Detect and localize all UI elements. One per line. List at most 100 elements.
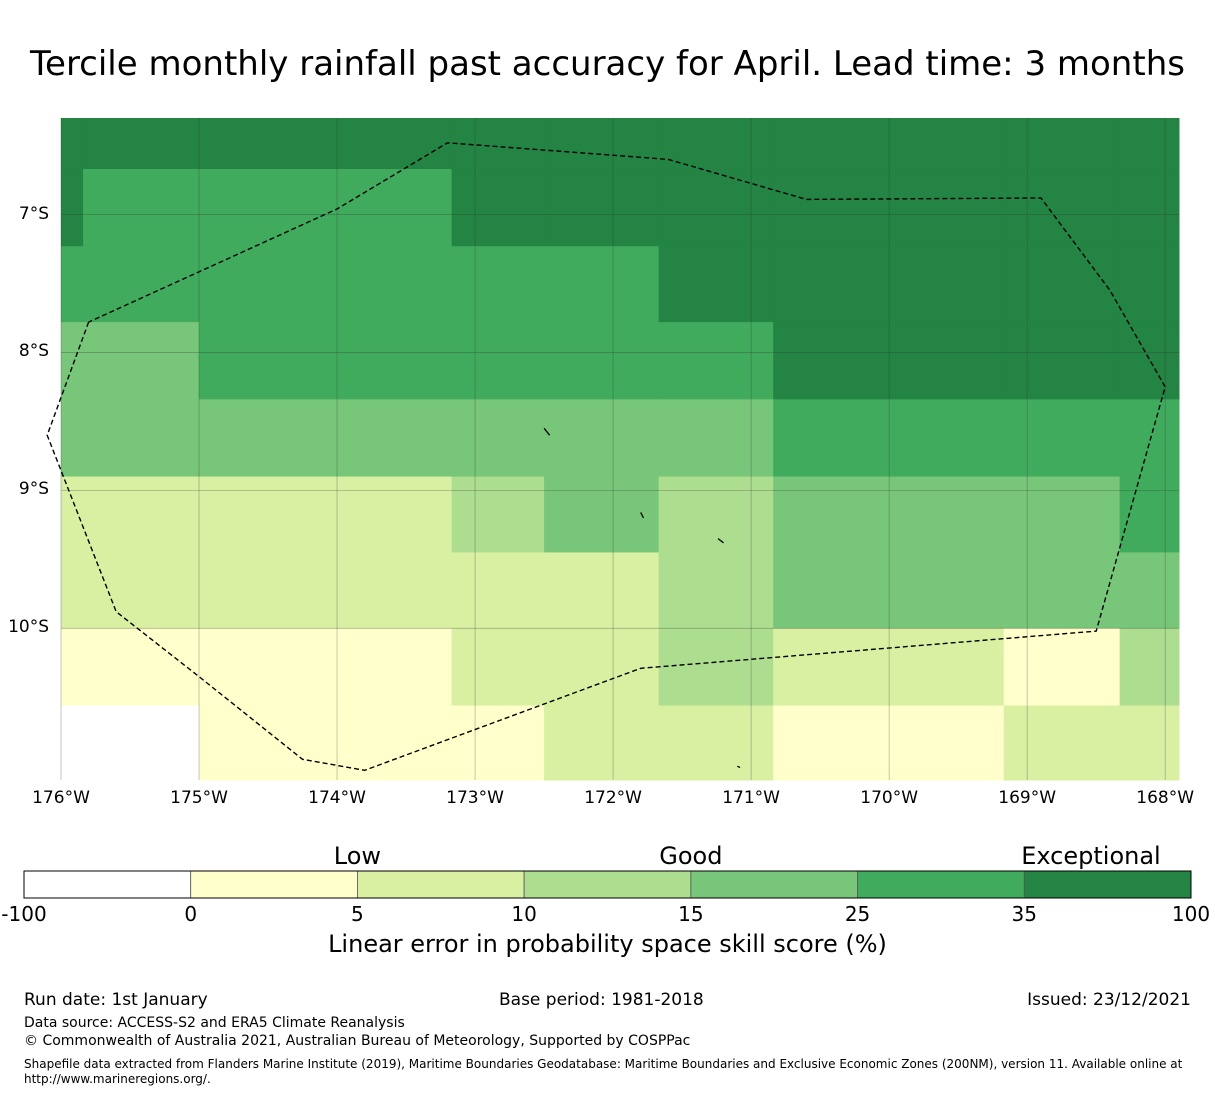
grid-cell <box>61 322 84 400</box>
latitude-tick-label: 10°S <box>8 617 49 638</box>
grid-cell <box>658 628 774 707</box>
grid-cell <box>83 628 200 707</box>
colorbar-segment <box>690 870 858 899</box>
grid-cell <box>1119 322 1180 400</box>
graticule <box>60 118 1179 780</box>
grid-cell <box>1003 118 1121 170</box>
grid-cell <box>1119 118 1180 170</box>
grid-cell <box>658 118 774 170</box>
grid-cell <box>1003 476 1121 553</box>
colorbar-tick-label: 0 <box>184 902 198 926</box>
grid-cell <box>658 476 774 553</box>
colorbar-tick-label: 35 <box>1011 902 1038 926</box>
grid-cell <box>451 399 545 478</box>
grid-cell <box>199 399 453 478</box>
run-date: Run date: 1st January <box>24 990 208 1010</box>
grid-cell <box>1119 552 1180 629</box>
longitude-tick-label: 173°W <box>446 788 504 808</box>
longitude-tick-label: 168°W <box>1136 788 1195 808</box>
colorbar-segment <box>523 870 692 899</box>
longitude-tick-label: 169°W <box>998 788 1057 808</box>
grid-cell <box>1003 628 1121 707</box>
grid-cell <box>61 705 84 781</box>
island-outline <box>737 765 741 769</box>
colorbar-segment <box>357 870 525 899</box>
grid-cell <box>61 628 84 707</box>
colorbar-tick-label: 15 <box>678 902 704 926</box>
grid-cell <box>199 246 453 323</box>
grid-cell <box>199 118 453 170</box>
grid-cell <box>773 169 1005 247</box>
grid-cell <box>773 476 1005 553</box>
longitude-tick-label: 170°W <box>860 788 919 808</box>
colorbar-tick-label: 100 <box>1171 902 1211 926</box>
longitude-tick-label: 175°W <box>170 788 228 808</box>
grid-cell <box>544 169 660 247</box>
grid-cell <box>773 552 1005 629</box>
shapefile-credit: Shapefile data extracted from Flanders M… <box>24 1057 1183 1086</box>
latitude-tick-label: 7°S <box>18 203 49 224</box>
grid-cell <box>83 476 200 553</box>
colorbar-tick-label: 5 <box>351 902 364 926</box>
grid-cell <box>199 552 453 629</box>
grid-cell <box>773 322 1005 400</box>
grid-cell <box>199 322 453 400</box>
grid-cell <box>83 322 200 400</box>
grid-cell <box>658 552 774 629</box>
colorbar-tick-label: -100 <box>1 902 47 926</box>
colorbar-segment <box>23 870 192 899</box>
colorbar-category-label: Exceptional <box>1021 842 1161 870</box>
grid-cell <box>1119 399 1180 478</box>
grid-cell <box>61 246 84 323</box>
grid-cell <box>773 705 1005 781</box>
grid-cell <box>199 169 453 247</box>
colorbar-segment <box>1023 870 1192 899</box>
latitude-tick-label: 8°S <box>18 341 49 362</box>
colorbar-frame <box>23 870 1192 899</box>
grid-cell <box>544 476 660 553</box>
grid-cell <box>544 628 660 707</box>
grid-cell <box>61 118 84 170</box>
grid-cell <box>773 399 1005 478</box>
colorbar-tick-label: 10 <box>511 902 537 926</box>
grid-cell <box>451 246 545 323</box>
grid-cell <box>1003 322 1121 400</box>
island-outline <box>543 427 551 436</box>
grid-cell <box>658 246 774 323</box>
longitude-tick-label: 176°W <box>32 788 90 808</box>
grid-cell <box>451 476 545 553</box>
copyright: © Commonwealth of Australia 2021, Austra… <box>24 1033 691 1049</box>
grid-cell <box>544 552 660 629</box>
grid-cell <box>199 705 453 781</box>
eez-boundary <box>46 142 1166 772</box>
grid-cell <box>773 628 1005 707</box>
longitude-tick-label: 172°W <box>584 788 642 808</box>
grid-cell <box>61 552 84 629</box>
grid-cell <box>1003 705 1121 781</box>
grid-cell <box>658 399 774 478</box>
grid-cell <box>544 118 660 170</box>
grid-cell <box>1119 628 1180 707</box>
base-period: Base period: 1981-2018 <box>499 990 704 1010</box>
longitude-tick-label: 174°W <box>308 788 366 808</box>
grid-cell <box>451 552 545 629</box>
grid-cell <box>451 118 545 170</box>
latitude-tick-label: 9°S <box>18 479 49 500</box>
colorbar-category-label: Low <box>333 842 382 870</box>
grid-cell <box>451 628 545 707</box>
colorbar-segment <box>190 870 358 899</box>
grid-cell <box>1119 705 1180 781</box>
skill-grid <box>61 118 1180 781</box>
grid-cell <box>1003 399 1121 478</box>
grid-cell <box>658 705 774 781</box>
colorbar-category-label: Good <box>659 842 723 870</box>
colorbar <box>23 870 1192 899</box>
grid-cell <box>61 476 84 553</box>
colorbar-tick-label: 25 <box>844 902 871 926</box>
grid-cell <box>451 322 545 400</box>
island-outline <box>717 538 724 544</box>
grid-cell <box>83 705 200 781</box>
grid-cell <box>1003 169 1121 247</box>
grid-cell <box>83 169 200 247</box>
